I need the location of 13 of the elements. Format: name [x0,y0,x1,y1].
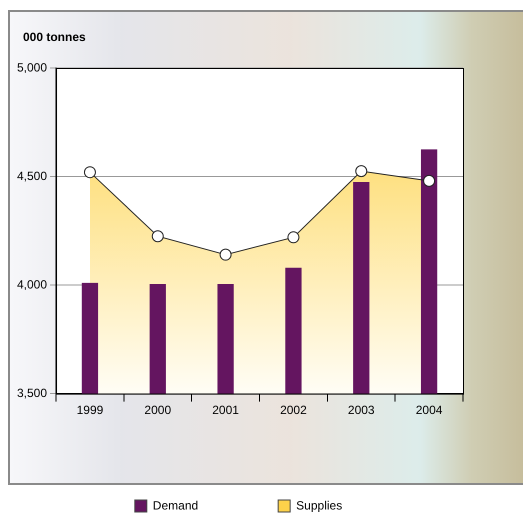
y-tick-label: 3,500 [17,386,48,400]
x-tick-label: 2003 [348,403,375,418]
y-tick-label: 4,500 [17,168,48,183]
legend-label: Demand [152,498,198,512]
x-tick-label: 2002 [280,403,308,418]
y-tick-label: 4,000 [17,277,48,292]
x-tick-label: 2000 [144,403,172,418]
x-tick-label: 2004 [416,403,443,418]
legend-label: Supplies [296,498,342,512]
x-tick-label: 1999 [76,403,104,418]
y-tick-label: 5,000 [17,60,48,74]
x-tick-label: 2001 [212,403,240,418]
y-axis-title: 000 tonnes [23,30,86,44]
